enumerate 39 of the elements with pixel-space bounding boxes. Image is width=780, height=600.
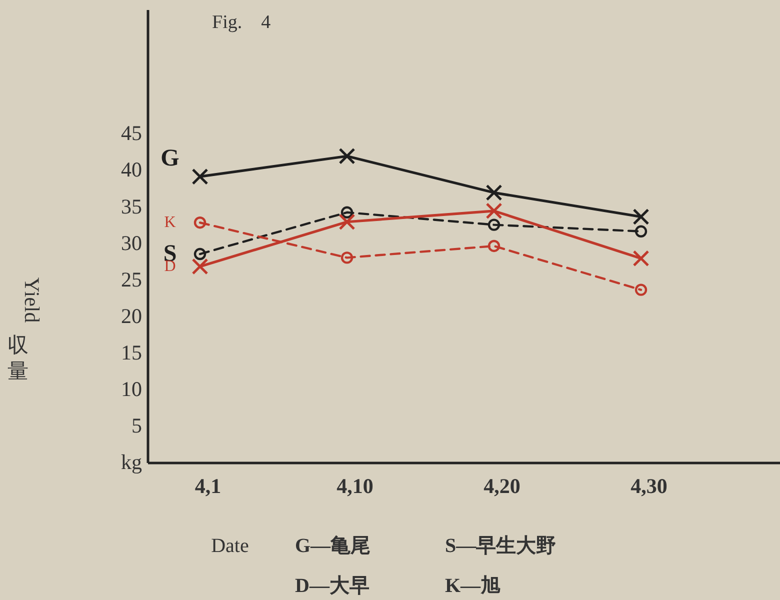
y-tick-label: 35 <box>121 194 142 218</box>
point <box>194 248 206 260</box>
y-tick-label: 20 <box>121 304 142 328</box>
x-tick-label: 4,10 <box>336 474 374 498</box>
series-label: K <box>164 214 176 232</box>
x-tick-label: 4,20 <box>484 474 520 498</box>
point <box>192 258 208 275</box>
text: D—大早 <box>295 575 370 597</box>
x-axis-title: Date <box>211 535 249 557</box>
x-tick-label: 4,30 <box>630 474 668 498</box>
y-tick-label: kg <box>121 450 142 474</box>
text: S—早生大野 <box>445 535 556 557</box>
point <box>632 208 650 226</box>
x-tick-label: 4,1 <box>194 474 222 498</box>
point <box>486 202 502 220</box>
chart-title: Fig. 4 <box>212 12 272 33</box>
y-tick-label: 25 <box>121 267 142 292</box>
point <box>340 206 354 218</box>
text: K—旭 <box>445 575 501 597</box>
point <box>192 168 208 185</box>
y-axis-title: Yield 収量 <box>8 277 44 383</box>
point <box>338 148 356 164</box>
y-tick-label: 15 <box>121 340 142 364</box>
y-tick-label: 5 <box>132 413 142 438</box>
point <box>338 214 356 230</box>
point <box>632 250 650 267</box>
series-label: G <box>160 146 180 172</box>
text: G—亀尾 <box>295 535 371 557</box>
point <box>194 216 206 229</box>
y-tick-label: 40 <box>121 158 142 182</box>
point <box>634 225 648 238</box>
point <box>488 218 500 231</box>
point <box>634 284 648 296</box>
point <box>486 184 502 201</box>
y-tick-label: 30 <box>121 230 142 255</box>
y-tick-label: 45 <box>121 121 142 146</box>
point <box>340 252 354 264</box>
y-tick-label: 10 <box>121 376 142 401</box>
point <box>488 240 500 252</box>
